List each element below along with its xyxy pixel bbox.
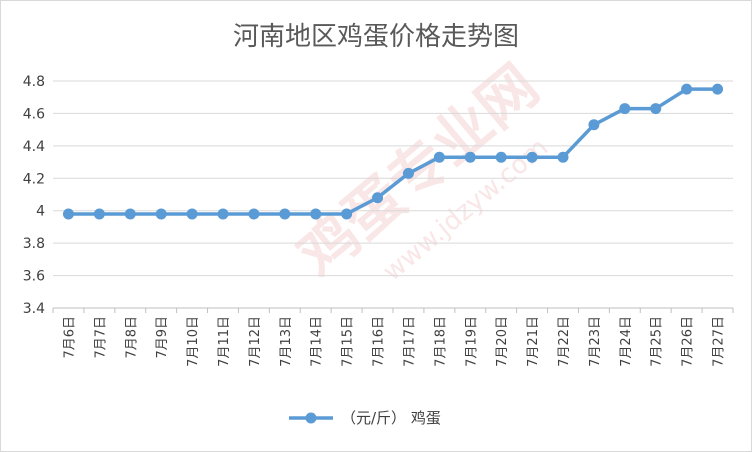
data-point xyxy=(588,119,600,131)
x-tick-label: 7月27日 xyxy=(712,316,727,367)
x-tick-label: 7月21日 xyxy=(526,316,541,367)
x-axis xyxy=(52,307,734,313)
x-tick-label: 7月15日 xyxy=(341,316,356,367)
x-tick-label: 7月13日 xyxy=(279,316,294,367)
data-point xyxy=(557,151,569,163)
data-point xyxy=(186,208,198,220)
chart-title: 河南地区鸡蛋价格走势图 xyxy=(233,22,519,52)
x-tick-label: 7月24日 xyxy=(619,316,634,367)
legend-marker xyxy=(305,412,317,424)
x-tick-label: 7月6日 xyxy=(62,316,77,359)
x-tick-label: 7月10日 xyxy=(186,316,201,367)
series-line xyxy=(68,87,718,216)
x-tick-label: 7月12日 xyxy=(248,316,263,367)
data-point xyxy=(279,208,291,220)
y-tick-label: 4.8 xyxy=(23,74,45,90)
data-point xyxy=(217,208,229,220)
data-point xyxy=(464,151,476,163)
x-tick-label: 7月16日 xyxy=(372,316,387,367)
x-tick-label: 7月7日 xyxy=(93,316,108,359)
watermark: 鸡蛋专业网 www.jdzyw.com xyxy=(285,51,554,290)
x-axis-ticks: 7月6日 7月7日 7月8日 7月9日 7月10日 7月11日 7月12日 7月13日 7月14… xyxy=(62,316,726,367)
y-tick-label: 4 xyxy=(36,204,45,220)
legend: （元/斤） 鸡蛋 xyxy=(289,409,441,427)
data-point xyxy=(712,83,724,95)
y-tick-label: 4.4 xyxy=(23,139,45,155)
data-point xyxy=(372,192,384,204)
data-point xyxy=(93,208,105,220)
data-point xyxy=(526,151,538,163)
data-point xyxy=(124,208,136,220)
x-tick-label: 7月20日 xyxy=(495,316,510,367)
data-point xyxy=(619,103,631,115)
x-tick-label: 7月11日 xyxy=(217,316,232,367)
x-tick-label: 7月14日 xyxy=(310,316,325,367)
y-tick-label: 3.6 xyxy=(23,269,45,285)
x-tick-label: 7月17日 xyxy=(402,316,417,367)
data-point xyxy=(155,208,167,220)
x-tick-label: 7月8日 xyxy=(124,316,139,359)
y-tick-label: 4.2 xyxy=(23,171,45,187)
y-axis-ticks: 3.4 3.6 3.8 4 4.2 4.4 4.6 4.8 xyxy=(23,74,45,317)
x-tick-label: 7月26日 xyxy=(681,316,696,367)
data-point xyxy=(341,208,353,220)
x-tick-label: 7月9日 xyxy=(155,316,170,359)
data-point xyxy=(310,208,322,220)
x-tick-label: 7月25日 xyxy=(650,316,665,367)
x-tick-label: 7月23日 xyxy=(588,316,603,367)
data-point xyxy=(402,167,414,179)
x-tick-label: 7月19日 xyxy=(464,316,479,367)
x-tick-label: 7月22日 xyxy=(557,316,572,367)
data-point xyxy=(681,83,693,95)
data-point xyxy=(495,151,507,163)
y-tick-label: 3.4 xyxy=(23,301,45,317)
data-point xyxy=(650,103,662,115)
gridlines xyxy=(53,80,733,309)
data-point xyxy=(62,208,74,220)
data-point xyxy=(433,151,445,163)
y-tick-label: 3.8 xyxy=(23,236,45,252)
legend-label: （元/斤） 鸡蛋 xyxy=(341,409,441,427)
y-tick-label: 4.6 xyxy=(23,106,45,122)
series-layer xyxy=(62,83,724,220)
x-tick-label: 7月18日 xyxy=(433,316,448,367)
data-point xyxy=(248,208,260,220)
